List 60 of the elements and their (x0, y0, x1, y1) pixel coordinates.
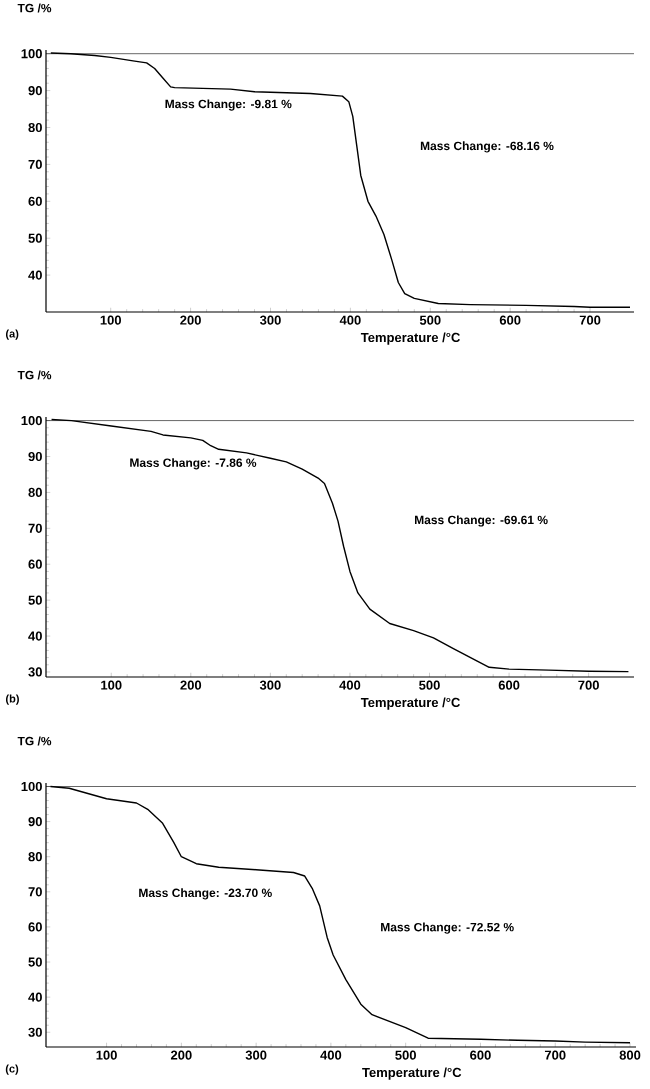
y-axis-title: TG /% (17, 370, 52, 380)
y-tick-label: 70 (28, 523, 42, 533)
y-tick-label: 50 (28, 595, 42, 605)
y-tick-label: 100 (21, 781, 42, 792)
y-tick-label: 30 (28, 667, 42, 677)
annotation: Mass Change: -68.16 % (420, 141, 554, 153)
x-tick-label: 200 (170, 1050, 192, 1060)
text: (c) (5, 1064, 19, 1075)
x-tick-label: 400 (339, 680, 361, 690)
y-tick-label: 90 (28, 85, 42, 96)
y-tick-label: 90 (28, 817, 42, 827)
x-axis-title: Temperature /°C (362, 1067, 462, 1080)
x-tick-label: 700 (544, 1050, 566, 1060)
y-tick-label: 40 (28, 631, 42, 641)
x-tick-label: 100 (96, 1050, 117, 1060)
x-tick-label: 200 (180, 315, 201, 325)
text: (a) (5, 329, 19, 340)
x-tick-label: 700 (579, 315, 601, 325)
annotation: Mass Change: -9.81 % (165, 99, 292, 111)
y-tick-label: 50 (28, 957, 42, 967)
y-tick-label: 50 (28, 233, 42, 243)
y-tick-label: 70 (28, 887, 42, 897)
y-tick-label: 60 (28, 196, 42, 206)
x-axis-title: Temperature /°C (360, 697, 460, 710)
y-tick-label: 100 (21, 415, 42, 426)
y-tick-label: 100 (21, 49, 42, 59)
y-tick-label: 40 (28, 270, 42, 280)
x-tick-label: 500 (419, 680, 440, 690)
y-tick-label: 40 (28, 992, 42, 1002)
y-axis-title: TG /% (17, 736, 52, 746)
y-tick-label: 80 (28, 852, 42, 862)
y-tick-label: 30 (28, 1027, 42, 1037)
x-tick-label: 500 (419, 315, 441, 325)
x-tick-label: 600 (470, 1050, 491, 1060)
x-tick-label: 500 (395, 1050, 416, 1060)
x-tick-label: 400 (339, 315, 361, 325)
y-tick-label: 80 (28, 122, 42, 133)
y-tick-label: 70 (28, 159, 42, 169)
x-tick-label: 200 (180, 680, 202, 690)
y-tick-label: 60 (28, 559, 42, 569)
x-tick-label: 300 (259, 680, 281, 690)
y-tick-label: 90 (28, 451, 42, 462)
annotation: Mass Change: -69.61 % (415, 515, 548, 527)
annotation: Mass Change: -72.52 % (381, 922, 514, 934)
x-tick-label: 300 (245, 1050, 267, 1060)
x-axis-title: Temperature /°C (360, 332, 460, 345)
y-tick-label: 60 (28, 922, 42, 932)
x-tick-label: 700 (578, 680, 599, 690)
x-tick-label: 100 (100, 315, 122, 325)
x-tick-label: 300 (259, 315, 281, 325)
annotation: Mass Change: -23.70 % (139, 888, 272, 900)
y-axis-title: TG /% (17, 3, 52, 13)
x-tick-label: 100 (101, 680, 122, 690)
x-tick-label: 600 (498, 680, 520, 690)
y-tick-label: 80 (28, 487, 42, 498)
x-tick-label: 400 (320, 1050, 342, 1060)
x-tick-label: 800 (619, 1050, 641, 1060)
annotation: Mass Change: -7.86 % (130, 458, 257, 470)
text: (b) (5, 694, 19, 705)
x-tick-label: 600 (499, 315, 521, 325)
